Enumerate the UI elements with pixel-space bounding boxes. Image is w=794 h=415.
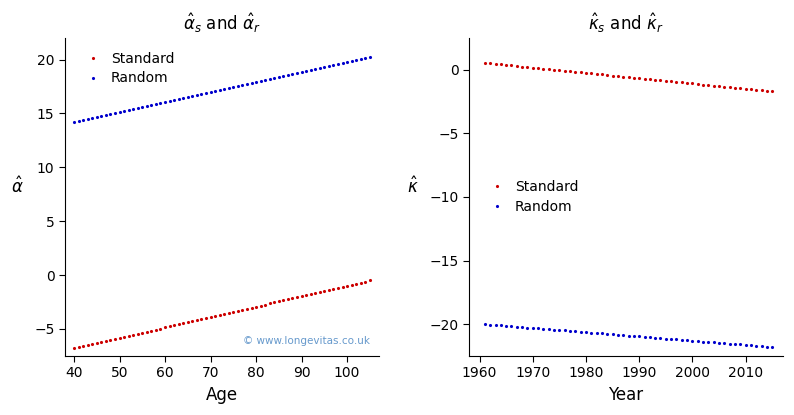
Random xyxy=(342,60,352,65)
Random xyxy=(115,110,125,115)
Random xyxy=(480,322,490,327)
Standard xyxy=(142,329,152,334)
Standard xyxy=(587,71,596,76)
Standard xyxy=(365,278,375,283)
Standard xyxy=(762,88,772,93)
Random xyxy=(534,326,543,331)
Standard xyxy=(342,283,352,288)
Standard xyxy=(302,293,311,298)
Standard xyxy=(735,86,745,91)
Title: $\hat{\kappa}_s$ and $\hat{\kappa}_r$: $\hat{\kappa}_s$ and $\hat{\kappa}_r$ xyxy=(588,11,664,35)
Random xyxy=(587,330,596,335)
Random xyxy=(512,324,522,329)
Legend: Standard, Random: Standard, Random xyxy=(72,45,181,93)
Standard xyxy=(549,67,559,72)
Standard xyxy=(197,317,206,322)
Random xyxy=(735,342,745,347)
Standard xyxy=(160,325,170,330)
Standard xyxy=(534,66,543,71)
Random xyxy=(549,327,559,332)
X-axis label: Age: Age xyxy=(206,386,238,404)
Standard xyxy=(512,63,522,68)
Standard xyxy=(115,335,125,340)
X-axis label: Year: Year xyxy=(608,386,643,404)
Line: Random: Random xyxy=(483,322,774,349)
Title: $\hat{\alpha}_s$ and $\hat{\alpha}_r$: $\hat{\alpha}_s$ and $\hat{\alpha}_r$ xyxy=(183,11,261,35)
Random xyxy=(197,92,206,97)
Line: Standard: Standard xyxy=(483,61,774,93)
Random xyxy=(768,344,777,349)
Text: © www.longevitas.co.uk: © www.longevitas.co.uk xyxy=(242,337,369,347)
Random xyxy=(142,104,152,109)
Line: Standard: Standard xyxy=(72,279,372,350)
Random xyxy=(302,69,311,74)
Y-axis label: $\hat{\alpha}$: $\hat{\alpha}$ xyxy=(11,176,24,197)
Legend: Standard, Random: Standard, Random xyxy=(476,173,585,221)
Line: Random: Random xyxy=(72,56,372,124)
Random xyxy=(365,55,375,60)
Random xyxy=(69,120,79,124)
Random xyxy=(160,100,170,105)
Standard xyxy=(768,89,777,94)
Random xyxy=(762,344,772,349)
Standard xyxy=(69,346,79,351)
Y-axis label: $\hat{\kappa}$: $\hat{\kappa}$ xyxy=(407,176,418,197)
Standard xyxy=(480,60,490,65)
